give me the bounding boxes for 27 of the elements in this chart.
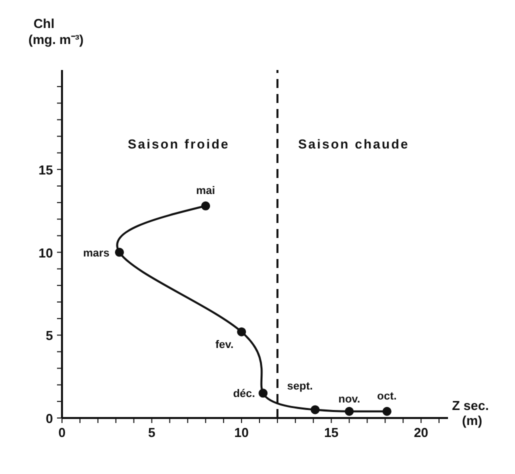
x-axis-title: Z sec. (m) [452,398,489,428]
point [237,327,246,336]
point [344,406,354,416]
point [382,406,392,416]
point [114,248,124,257]
x-tick-label: 0 [58,425,66,440]
y-tick-label: 15 [38,162,53,178]
annotation: Saison froide [128,136,230,152]
annotation: oct. [377,390,397,402]
annotation: fev. [215,338,234,351]
x-tick-label: 10 [234,425,249,440]
x-tick-label: 5 [148,425,156,440]
annotation: déc. [233,388,256,400]
point [310,405,320,414]
y-axis-title: Chl (mg. m⁻³) [28,16,84,47]
x-tick-label: 15 [324,425,339,440]
annotation: sept. [287,380,313,393]
y-tick-label: 5 [46,328,53,344]
x-tick-label: 20 [414,425,428,440]
annotation: mai [196,184,216,197]
annotation: nov. [338,393,360,406]
annotation: Saison chaude [298,136,410,152]
y-tick-label: 0 [46,411,53,426]
point [201,201,210,210]
point [258,388,268,398]
y-tick-label: 10 [38,245,53,260]
annotation: mars [83,247,110,260]
